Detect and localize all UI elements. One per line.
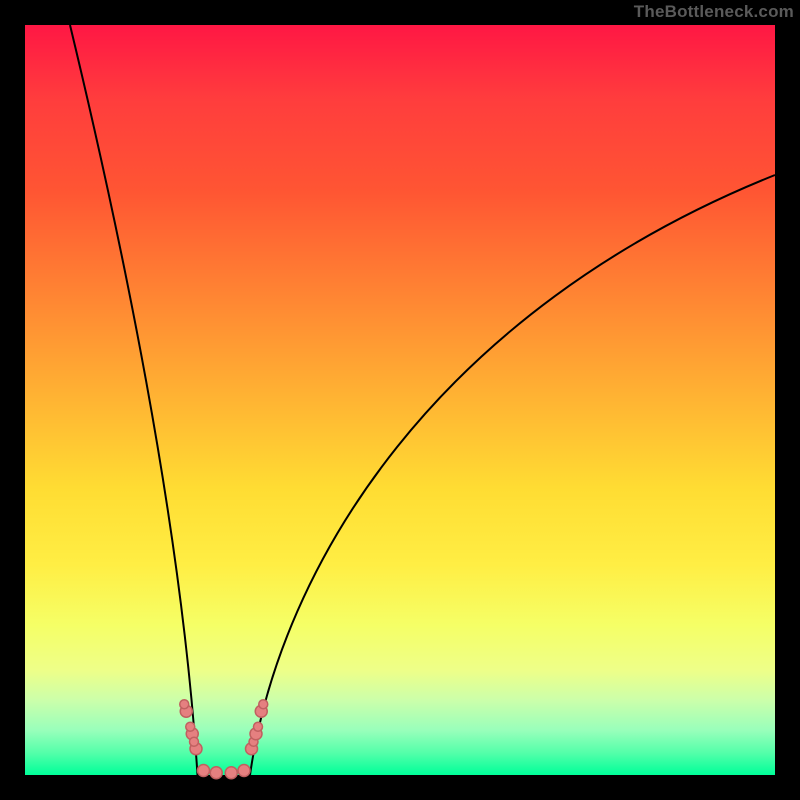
data-marker-cap — [254, 722, 263, 731]
data-marker — [198, 765, 210, 777]
data-marker-cap — [190, 737, 199, 746]
data-marker-cap — [180, 700, 189, 709]
performance-curve — [70, 25, 775, 777]
data-marker — [210, 767, 222, 779]
data-marker-cap — [186, 722, 195, 731]
data-marker-cap — [259, 700, 268, 709]
data-markers — [180, 700, 268, 779]
watermark-text: TheBottleneck.com — [634, 2, 794, 22]
data-marker — [238, 765, 250, 777]
bottleneck-curve — [25, 25, 775, 775]
data-marker — [225, 767, 237, 779]
